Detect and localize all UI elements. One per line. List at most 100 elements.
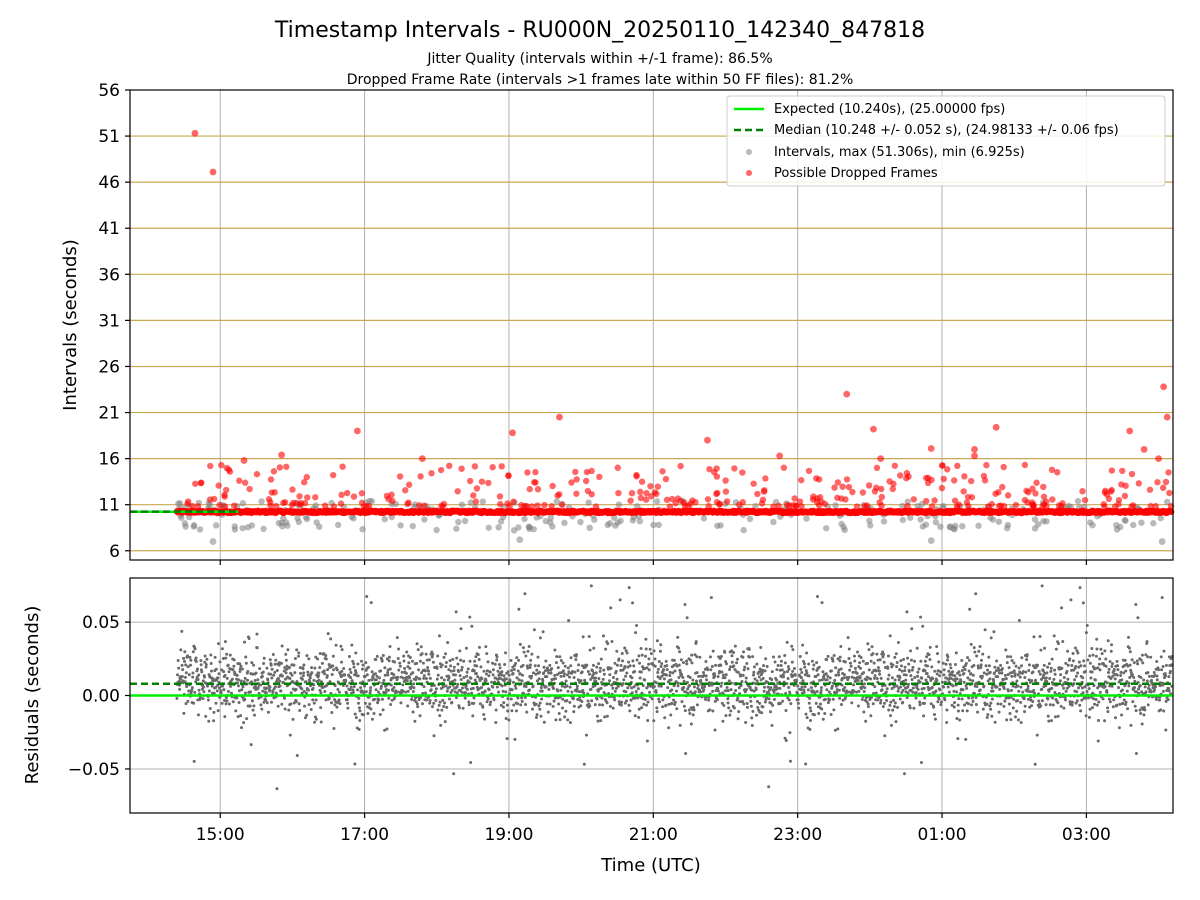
residual-point-1837: [735, 661, 739, 665]
residual-point-9: [178, 687, 182, 691]
residual-point-515: [332, 726, 336, 730]
residual-point-2747: [1012, 661, 1016, 665]
residual-point-2947: [1073, 678, 1077, 682]
dropped-point-1333: [1040, 493, 1048, 500]
residual-point-2488: [933, 717, 937, 721]
residual-point-2938: [1070, 664, 1074, 668]
residual-point-1437: [613, 698, 617, 702]
residual-point-2575: [960, 659, 964, 663]
residual-point-947: [464, 684, 468, 688]
residual-point-2181: [839, 702, 843, 706]
residual-point-2219: [852, 683, 856, 687]
residual-point-1542: [645, 703, 649, 707]
residual-point-2409: [909, 658, 913, 662]
residual-point-2984: [1084, 696, 1088, 700]
residual-point-3056: [1106, 706, 1110, 710]
interval-point-136: [899, 516, 907, 524]
residual-point-2918: [1064, 661, 1068, 665]
dropped-point-1456: [534, 502, 541, 509]
dropped-point-1323: [428, 470, 435, 477]
residual-point-3150: [1134, 751, 1138, 755]
dropped-point-1467: [1032, 490, 1039, 497]
residual-point-926: [458, 649, 462, 653]
residual-point-2922: [1065, 669, 1069, 673]
residual-point-598: [357, 706, 361, 710]
residual-point-1634: [673, 702, 677, 706]
dropped-point-1259: [300, 479, 308, 486]
residual-point-2622: [974, 696, 978, 700]
residual-point-880: [444, 665, 448, 669]
dropped-outlier-18: [1140, 446, 1148, 453]
residual-point-1657: [680, 673, 684, 677]
residual-point-651: [373, 672, 377, 676]
residual-point-2904: [1060, 606, 1064, 610]
residual-point-3086: [1115, 703, 1119, 707]
dropped-point-1382: [466, 477, 474, 485]
residual-point-2076: [808, 696, 812, 700]
residual-point-2067: [805, 671, 809, 675]
residual-point-1149: [525, 664, 529, 668]
residual-point-2470: [928, 658, 932, 662]
residual-point-2399: [906, 682, 910, 686]
residual-point-863: [439, 723, 443, 727]
residual-point-244: [249, 743, 253, 747]
residual-point-626: [366, 712, 370, 716]
residual-point-2740: [1010, 674, 1014, 678]
residual-point-233: [246, 669, 250, 673]
residual-point-981: [474, 672, 478, 676]
residual-point-972: [472, 701, 476, 705]
residual-point-2960: [1077, 686, 1081, 690]
residual-point-1817: [728, 665, 732, 669]
residual-point-1602: [663, 716, 667, 720]
residual-point-1186: [537, 664, 541, 668]
residual-point-53: [191, 650, 195, 654]
residual-point-3149: [1134, 709, 1138, 713]
residual-point-63: [194, 660, 198, 664]
dropped-point-1408: [792, 502, 800, 509]
residual-point-1205: [542, 720, 546, 724]
residual-point-162: [224, 696, 228, 700]
residual-point-782: [414, 678, 418, 682]
residual-point-1313: [575, 687, 579, 691]
dropped-point-1356: [534, 486, 542, 493]
residual-point-2762: [1016, 718, 1020, 722]
residual-point-79: [199, 663, 203, 667]
dropped-outlier-10: [843, 390, 851, 398]
residual-point-2697: [997, 668, 1001, 672]
residual-point-764: [408, 656, 412, 660]
residual-point-2773: [1020, 656, 1024, 660]
residual-point-2334: [886, 654, 890, 658]
residual-point-1211: [544, 685, 548, 689]
residual-point-795: [418, 677, 422, 681]
residual-point-1517: [637, 654, 641, 658]
residual-point-1270: [562, 674, 566, 678]
residual-point-3069: [1110, 643, 1114, 647]
residual-point-673: [380, 659, 384, 663]
interval-point-128: [606, 520, 614, 527]
residual-point-2288: [872, 676, 876, 680]
residual-point-1083: [505, 703, 509, 707]
dropped-point-1271: [1165, 469, 1172, 476]
residual-point-2335: [887, 708, 891, 712]
residual-point-2033: [795, 679, 799, 683]
residual-point-646: [372, 711, 376, 715]
residual-point-1656: [679, 658, 683, 662]
residual-point-286: [262, 700, 266, 704]
residual-point-1289: [568, 700, 572, 704]
residual-point-1577: [655, 710, 659, 714]
dropped-point-1452: [276, 464, 284, 471]
residual-point-330: [275, 669, 279, 673]
residual-point-1344: [584, 733, 588, 737]
residual-point-949: [465, 674, 469, 678]
residual-point-3063: [1108, 684, 1112, 688]
residual-point-2397: [906, 685, 910, 689]
residual-point-657: [375, 654, 379, 658]
residual-point-175: [228, 653, 232, 657]
residual-point-1633: [672, 658, 676, 662]
residual-point-2565: [957, 697, 961, 701]
residual-point-2862: [1047, 719, 1051, 723]
residual-point-16: [180, 629, 184, 633]
residual-point-2815: [1033, 691, 1037, 695]
residual-point-1903: [755, 713, 759, 717]
residual-point-600: [358, 709, 362, 713]
